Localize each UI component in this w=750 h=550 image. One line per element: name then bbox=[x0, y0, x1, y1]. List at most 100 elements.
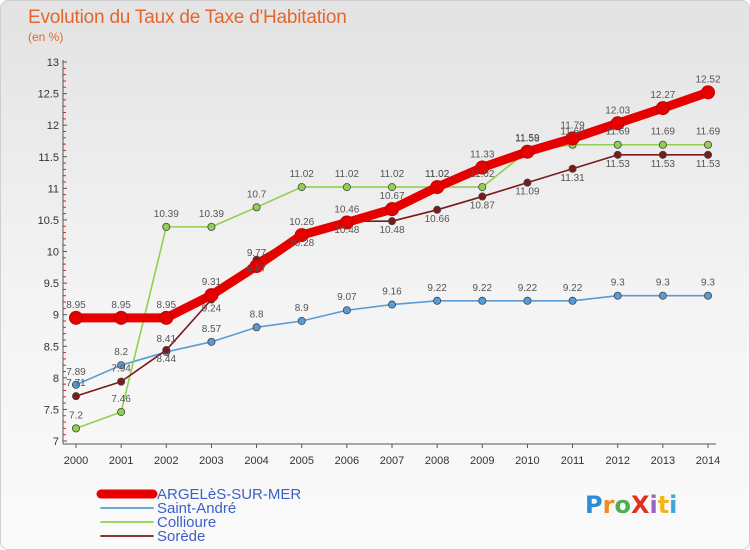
data-label: 8.2 bbox=[114, 347, 128, 358]
data-label: 9.87 bbox=[247, 264, 267, 275]
data-label: 8.9 bbox=[295, 303, 309, 314]
y-tick-label: 10.5 bbox=[38, 215, 59, 227]
data-label: 11.69 bbox=[606, 127, 631, 138]
data-point-1 bbox=[72, 380, 81, 389]
y-tick-label: 7.5 bbox=[44, 404, 59, 416]
y-tick-label: 11 bbox=[48, 183, 59, 195]
data-label: 11.69 bbox=[651, 127, 676, 138]
data-point-0 bbox=[159, 310, 174, 325]
data-point-3 bbox=[613, 150, 622, 159]
data-point-1 bbox=[387, 300, 396, 309]
data-label: 12.52 bbox=[695, 74, 720, 85]
logo-letter: t bbox=[657, 491, 670, 519]
data-label: 11.53 bbox=[651, 159, 676, 170]
data-point-2 bbox=[252, 203, 261, 212]
x-tick-label: 2013 bbox=[651, 455, 675, 467]
logo-letter: i bbox=[649, 491, 658, 519]
data-label: 11.59 bbox=[515, 133, 540, 144]
data-point-2 bbox=[387, 183, 396, 192]
x-tick-label: 2001 bbox=[109, 455, 133, 467]
logo-letter: o bbox=[614, 491, 631, 519]
data-label: 10.46 bbox=[334, 204, 359, 215]
data-label: 8.95 bbox=[66, 300, 86, 311]
x-tick-label: 2010 bbox=[515, 455, 539, 467]
data-point-0 bbox=[385, 202, 399, 217]
data-label: 11.02 bbox=[290, 169, 315, 180]
data-point-2 bbox=[72, 424, 81, 433]
x-tick-label: 2009 bbox=[470, 455, 494, 467]
x-tick-label: 2005 bbox=[289, 455, 313, 467]
x-tick-label: 2011 bbox=[561, 455, 585, 467]
data-point-2 bbox=[162, 222, 171, 231]
data-point-1 bbox=[568, 296, 577, 305]
data-point-1 bbox=[658, 291, 667, 300]
data-point-2 bbox=[613, 140, 622, 149]
x-tick-label: 2002 bbox=[154, 455, 178, 467]
proxiti-logo: ProXiti bbox=[585, 491, 677, 519]
data-point-3 bbox=[117, 377, 126, 386]
y-tick-label: 12 bbox=[47, 120, 59, 132]
data-label: 9.16 bbox=[382, 287, 402, 298]
data-label: 7.2 bbox=[69, 410, 83, 421]
data-label: 12.03 bbox=[605, 105, 630, 116]
data-label: 11.02 bbox=[425, 169, 450, 180]
data-label: 11.02 bbox=[380, 169, 405, 180]
data-label: 11.02 bbox=[425, 169, 450, 180]
x-tick-label: 2006 bbox=[335, 455, 359, 467]
data-point-1 bbox=[433, 296, 442, 305]
data-point-2 bbox=[478, 183, 487, 192]
data-point-1 bbox=[252, 323, 261, 332]
data-label: 11.33 bbox=[470, 149, 495, 160]
data-point-2 bbox=[704, 140, 713, 149]
data-point-3 bbox=[162, 346, 171, 355]
data-point-0 bbox=[655, 101, 670, 116]
data-label: 7.94 bbox=[111, 364, 131, 375]
logo-letter: X bbox=[630, 491, 650, 519]
data-label: 11.69 bbox=[696, 127, 721, 138]
x-tick-label: 2000 bbox=[64, 455, 88, 467]
data-point-1 bbox=[342, 306, 351, 315]
data-label: 9.24 bbox=[202, 304, 222, 315]
y-tick-label: 7 bbox=[53, 436, 59, 448]
data-label: 9.22 bbox=[518, 283, 538, 294]
data-point-3 bbox=[72, 392, 81, 401]
data-label: 9.22 bbox=[427, 283, 447, 294]
data-point-1 bbox=[613, 291, 622, 300]
y-tick-label: 13 bbox=[47, 57, 59, 69]
data-label: 10.26 bbox=[289, 217, 314, 228]
y-tick-label: 12.5 bbox=[38, 89, 59, 101]
data-label: 11.53 bbox=[606, 159, 631, 170]
data-label: 11.09 bbox=[515, 187, 540, 198]
data-point-0 bbox=[520, 144, 535, 159]
data-label: 9.31 bbox=[202, 277, 222, 288]
data-point-1 bbox=[297, 316, 306, 325]
data-point-2 bbox=[117, 407, 126, 416]
data-label: 11.53 bbox=[696, 159, 721, 170]
y-tick-label: 8 bbox=[53, 373, 59, 385]
y-tick-label: 11.5 bbox=[38, 152, 59, 164]
x-tick-label: 2012 bbox=[605, 455, 629, 467]
data-point-2 bbox=[207, 222, 216, 231]
data-point-0 bbox=[204, 288, 219, 303]
data-point-0 bbox=[69, 310, 83, 325]
y-tick-label: 8.5 bbox=[44, 341, 59, 353]
data-point-3 bbox=[523, 178, 532, 187]
data-label: 9.77 bbox=[247, 248, 267, 259]
data-point-3 bbox=[387, 217, 396, 226]
data-point-0 bbox=[114, 310, 129, 325]
x-tick-label: 2014 bbox=[696, 455, 720, 467]
data-label: 11.31 bbox=[560, 173, 585, 184]
data-point-3 bbox=[478, 192, 487, 201]
data-point-0 bbox=[249, 259, 264, 274]
data-point-1 bbox=[117, 361, 126, 370]
data-label: 10.39 bbox=[154, 209, 179, 220]
legend-label: Saint-André bbox=[157, 500, 236, 517]
x-tick-label: 2008 bbox=[425, 455, 449, 467]
legend-label: ARGELèS-SUR-MER bbox=[157, 486, 301, 503]
logo-letter: P bbox=[585, 491, 603, 519]
data-point-1 bbox=[523, 296, 532, 305]
y-tick-label: 10 bbox=[47, 247, 59, 259]
x-tick-label: 2007 bbox=[380, 455, 404, 467]
